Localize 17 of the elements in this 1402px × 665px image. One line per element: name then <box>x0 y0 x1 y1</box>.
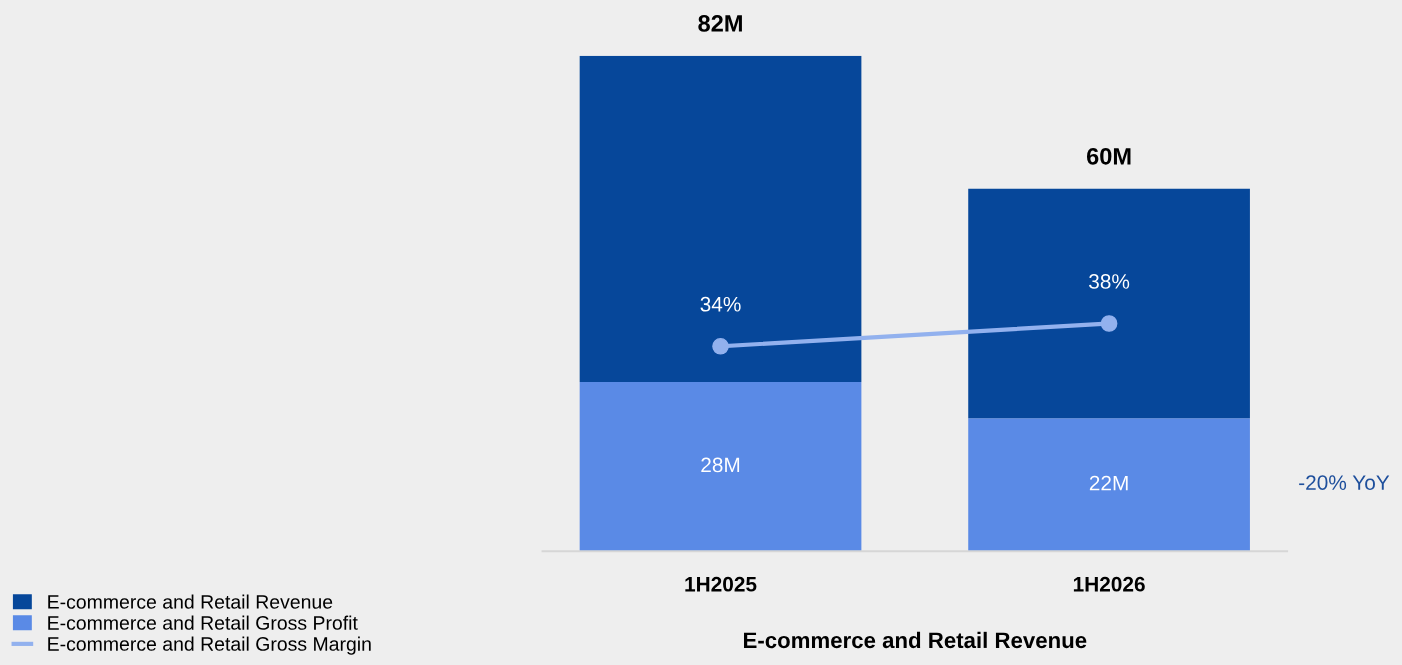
data-label: 22M <box>1089 475 1128 491</box>
x-tick-label: 1H2026 <box>1073 576 1145 592</box>
bar <box>968 188 1250 419</box>
legend-label: E-commerce and Retail Revenue <box>48 594 333 609</box>
x-tick-label: 1H2025 <box>685 576 757 592</box>
data-label: 28M <box>701 457 740 473</box>
x-axis-title: E-commerce and Retail Revenue <box>744 631 1087 649</box>
bar <box>579 382 862 552</box>
bar <box>579 55 862 383</box>
text: -20% YoY <box>1299 475 1390 490</box>
legend-label: E-commerce and Retail Gross Margin <box>48 636 371 655</box>
total-label: 82M <box>698 15 742 32</box>
data-label: 38% <box>1089 274 1130 289</box>
bar <box>968 418 1250 552</box>
total-label: 60M <box>1086 147 1131 165</box>
legend-label: E-commerce and Retail Gross Profit <box>48 615 358 630</box>
data-label: 34% <box>700 296 741 312</box>
